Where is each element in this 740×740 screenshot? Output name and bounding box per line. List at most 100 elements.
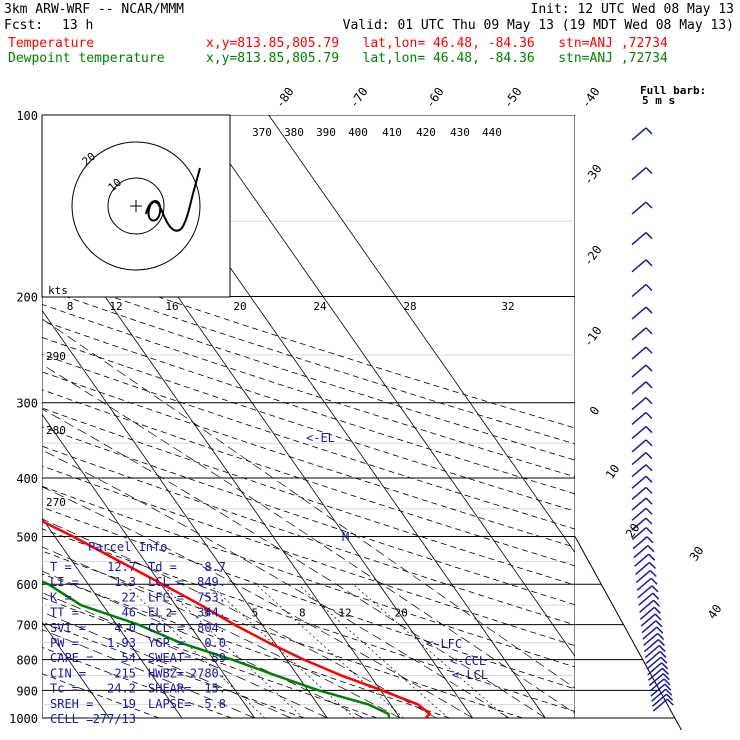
isotherm-label: -20	[581, 243, 605, 269]
wind-barb	[631, 411, 647, 426]
theta-label: 370	[252, 126, 272, 139]
wind-barb	[651, 688, 667, 702]
wind-barb	[635, 569, 651, 584]
wind-barb	[652, 698, 668, 712]
parcel-info-value: 8.7	[204, 560, 226, 574]
isotherm-label: -60	[423, 85, 447, 111]
wind-barb	[631, 497, 647, 511]
wind-barb	[631, 527, 647, 541]
dewpoint-profile	[42, 580, 391, 719]
dry-adiabat	[42, 353, 575, 530]
wind-barb-flag	[645, 517, 653, 525]
wind-barb	[631, 439, 647, 453]
wind-barb	[631, 364, 647, 378]
wind-barb	[631, 259, 647, 273]
wind-barb-flag	[645, 201, 653, 209]
wind-barb-flag	[655, 620, 663, 628]
wind-barb-flag	[645, 167, 653, 175]
dry-adiabat	[42, 320, 575, 495]
wind-barb-flag	[654, 613, 662, 621]
theta-label: 290	[46, 350, 66, 363]
wind-barb	[648, 673, 664, 687]
dewpoint-legend-label: Dewpoint temperature	[8, 51, 165, 66]
moist-adiabat	[42, 611, 292, 719]
m-marker: M	[342, 530, 349, 544]
isotherm-label: -50	[501, 85, 525, 111]
moist-adiabat	[42, 364, 575, 714]
parcel-info-value: 54	[122, 651, 136, 665]
parcel-info-value: 59	[212, 651, 226, 665]
parcel-info-value: 1.3	[114, 575, 136, 589]
extension-edge	[574, 536, 683, 730]
wind-barb-flag	[645, 397, 653, 405]
parcel-info-value: 46	[122, 606, 136, 620]
moist-adiabat	[42, 449, 510, 719]
wind-scale-label: 16	[165, 300, 178, 313]
wind-barb-flag	[645, 439, 653, 447]
parcel-info-value: 5.8	[204, 697, 226, 711]
parcel-info-value: LFC =	[148, 590, 184, 604]
parcel-info-value: Td =	[148, 560, 177, 574]
parcel-info-value: 2780.	[190, 666, 226, 680]
wind-barb-flag	[645, 411, 653, 420]
theta-label: 410	[382, 126, 402, 139]
wind-barb	[650, 683, 666, 697]
parcel-info-value: 804.	[197, 621, 226, 635]
wind-barb	[631, 452, 647, 466]
parcel-info-value: TT =	[50, 606, 79, 620]
dry-adiabat	[42, 573, 450, 719]
temperature-location: x,y=813.85,805.79 lat,lon= 46.48, -84.36…	[206, 36, 668, 51]
moist-adiabat	[42, 318, 575, 689]
wind-barb	[633, 545, 649, 559]
valid-time: Valid: 01 UTC Thu 09 May 13 (19 MDT Wed …	[342, 18, 734, 33]
isotherm	[42, 517, 183, 719]
el-marker: <-EL	[306, 431, 335, 445]
parcel-info-value: -215	[107, 666, 136, 680]
parcel-info-value: 15.	[204, 682, 226, 696]
dry-adiabat	[42, 485, 575, 668]
parcel-info-value: SHEAR=	[148, 682, 191, 696]
wind-barb-flag	[653, 606, 661, 614]
wind-barb-flag	[645, 475, 653, 483]
wind-scale-label: 8	[67, 300, 74, 313]
pressure-label: 300	[16, 397, 38, 411]
wind-barb	[647, 667, 663, 681]
wind-scale-label: 28	[403, 300, 416, 313]
wind-barb-flag	[660, 656, 668, 664]
wind-barb	[649, 678, 665, 692]
theta-label: 440	[482, 126, 502, 139]
wind-barb	[639, 599, 655, 613]
wind-barb	[631, 231, 647, 246]
moist-adiabat	[42, 486, 473, 719]
wind-barb	[631, 381, 647, 395]
wind-barb-flag	[650, 577, 658, 585]
dewpoint-location: x,y=813.85,805.79 lat,lon= 46.48, -84.36…	[206, 51, 668, 66]
wind-barb-flag	[645, 464, 653, 472]
wind-barb	[631, 167, 647, 181]
dry-adiabat	[42, 673, 160, 719]
parcel-info-value: 19	[122, 697, 136, 711]
parcel-info-value: LI =	[50, 575, 79, 589]
wind-barb	[631, 517, 647, 531]
wind-barb-flag	[656, 626, 664, 634]
pressure-label: 100	[16, 109, 38, 123]
mixing-ratio-label: 8	[299, 607, 306, 620]
wind-barb-flag	[659, 650, 667, 658]
wind-barb-flag	[658, 645, 666, 653]
isotherm-label: -40	[579, 85, 603, 111]
wind-barb	[636, 577, 652, 591]
wind-barb	[631, 425, 647, 440]
wind-barb-flag	[645, 259, 653, 267]
pressure-label: 800	[16, 654, 38, 668]
hodograph-kts-label: kts	[48, 284, 68, 297]
mixing-ratio-line	[124, 583, 266, 719]
wind-barb	[632, 536, 648, 550]
parcel-info-value: T =	[50, 560, 72, 574]
moist-adiabat	[42, 518, 437, 719]
mixing-ratio-line	[161, 583, 304, 719]
hodograph-ring	[71, 141, 201, 271]
mixing-ratio-label: 2	[166, 607, 173, 620]
parcel-info-value: 12.7	[107, 560, 136, 574]
wind-barb	[643, 632, 659, 647]
